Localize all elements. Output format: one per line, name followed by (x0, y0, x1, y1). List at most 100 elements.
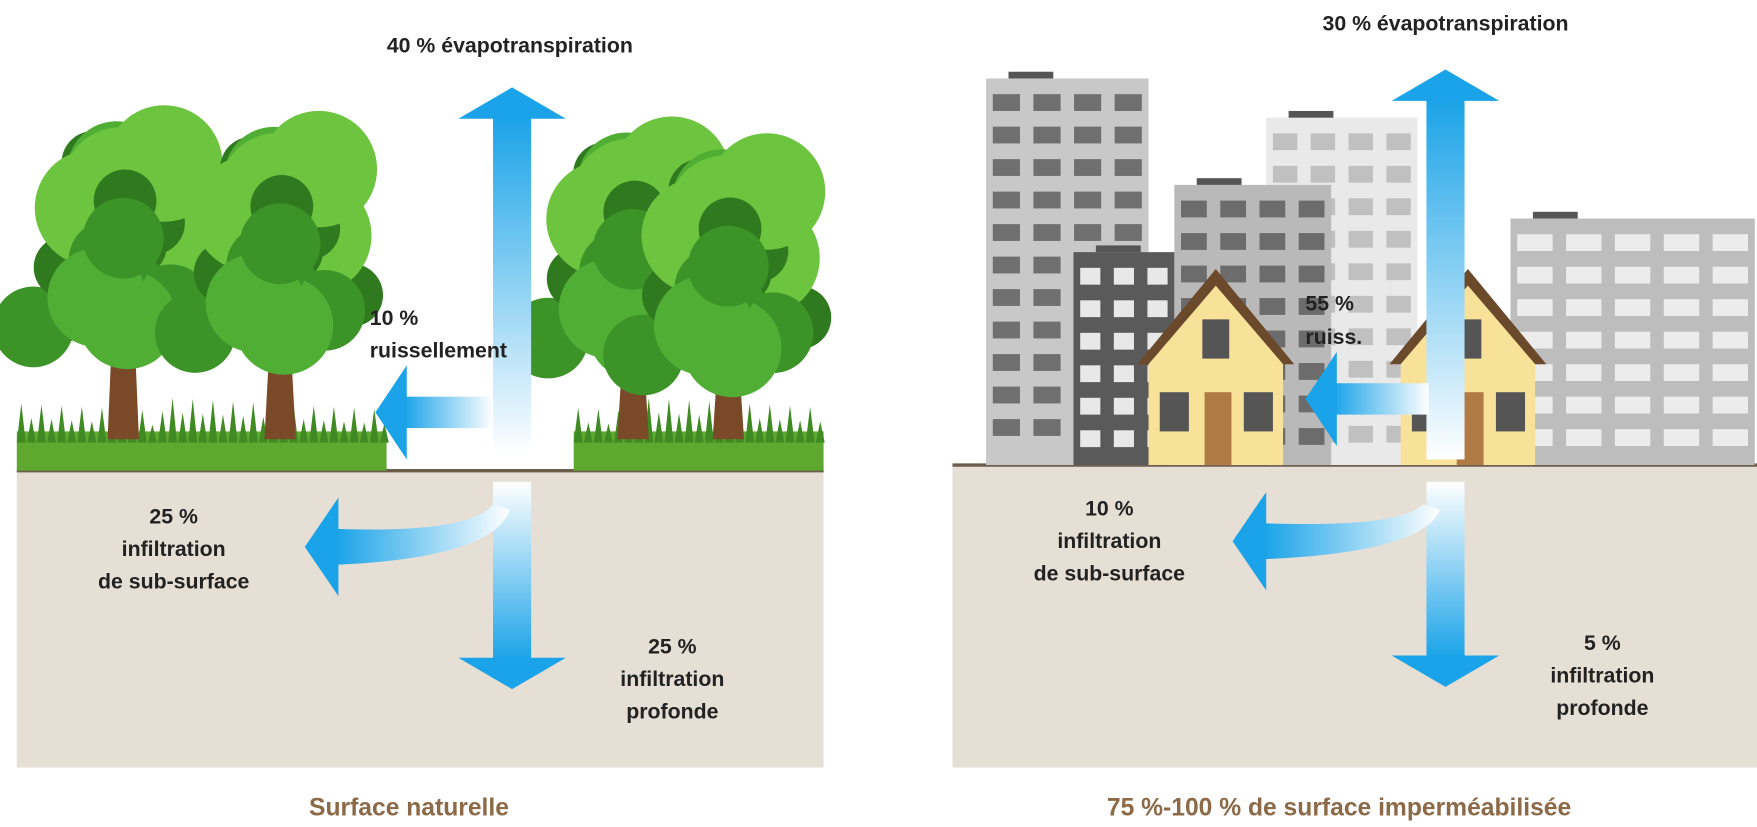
window (1615, 429, 1650, 446)
grass-blade (219, 415, 228, 443)
window (1664, 234, 1699, 251)
window (1220, 201, 1246, 218)
window (1664, 267, 1699, 284)
label: profonde (626, 699, 718, 723)
caption: Surface naturelle (309, 795, 509, 822)
window (1566, 267, 1601, 284)
window (1386, 166, 1410, 183)
grass-blade (77, 407, 86, 443)
house-window (1244, 392, 1273, 431)
roof-detail (1008, 72, 1053, 79)
grass-blade (329, 407, 338, 443)
grass-blade (775, 419, 784, 443)
window (1114, 430, 1134, 447)
grass-blade (178, 412, 187, 442)
roof-detail (1289, 111, 1334, 118)
grass-blade (785, 406, 794, 443)
window (1664, 299, 1699, 316)
window (1080, 333, 1100, 350)
window (1566, 299, 1601, 316)
arrow-shaft (493, 117, 531, 454)
roof-detail (1197, 178, 1242, 185)
window (1566, 234, 1601, 251)
window (1713, 332, 1748, 349)
window (1080, 268, 1100, 285)
label: infiltration (1550, 663, 1654, 687)
caption: 75 %-100 % de surface imperméabilisée (1107, 795, 1571, 822)
window (1517, 234, 1552, 251)
window (1074, 224, 1101, 241)
window (993, 354, 1020, 371)
window (1114, 268, 1134, 285)
window (1080, 430, 1100, 447)
window (993, 289, 1020, 306)
arrow-shaft (403, 397, 493, 428)
window (1115, 127, 1142, 144)
window (1259, 233, 1285, 250)
window (1566, 332, 1601, 349)
window (1033, 387, 1060, 404)
label: 55 % (1305, 291, 1354, 315)
window (1080, 398, 1100, 415)
window (1664, 429, 1699, 446)
window (1181, 201, 1207, 218)
label: 10 % (370, 306, 419, 330)
window (1299, 233, 1325, 250)
foliage (83, 198, 164, 279)
label: 10 % (1085, 496, 1134, 520)
window (1033, 354, 1060, 371)
label: de sub-surface (1034, 561, 1186, 585)
window (1299, 428, 1325, 445)
window (1517, 267, 1552, 284)
grass-blade (168, 398, 177, 443)
label: ruissellement (370, 338, 507, 362)
window (993, 419, 1020, 436)
arrow-head (458, 87, 566, 118)
window (1114, 300, 1134, 317)
window (1259, 201, 1285, 218)
scene (0, 69, 1757, 767)
water-cycle-diagram: 40 % évapotranspiration 10 % ruisselleme… (0, 0, 1757, 827)
arrow-shaft (1426, 99, 1464, 460)
grass-blade (350, 408, 359, 443)
grass-blade (229, 401, 238, 442)
window (1386, 296, 1410, 313)
grass-blade (17, 403, 26, 442)
window (1074, 159, 1101, 176)
grass-blade (57, 406, 66, 443)
window (1615, 299, 1650, 316)
window (1114, 333, 1134, 350)
window (1386, 133, 1410, 150)
window (1349, 231, 1373, 248)
window (1080, 365, 1100, 382)
window (993, 257, 1020, 274)
window (1615, 397, 1650, 414)
window (1033, 94, 1060, 111)
label: infiltration (122, 537, 226, 561)
window (1181, 233, 1207, 250)
window (1115, 224, 1142, 241)
grass-blade (239, 416, 248, 443)
window (1273, 166, 1297, 183)
window (1615, 364, 1650, 381)
window (1713, 267, 1748, 284)
grass-blade (654, 412, 663, 442)
window (1713, 234, 1748, 251)
label: ruiss. (1305, 325, 1362, 349)
label: 25 % (149, 504, 198, 528)
label: infiltration (620, 667, 724, 691)
grass-blade (47, 419, 56, 443)
window (1074, 127, 1101, 144)
window (1259, 298, 1285, 315)
window (1386, 198, 1410, 215)
grass-blade (299, 419, 308, 443)
grass-blade (158, 411, 167, 442)
window (1713, 429, 1748, 446)
window (993, 387, 1020, 404)
house-window (1496, 392, 1525, 431)
grass-blade (97, 408, 106, 443)
window (1517, 299, 1552, 316)
window (1349, 166, 1373, 183)
window (1299, 201, 1325, 218)
window (1273, 133, 1297, 150)
